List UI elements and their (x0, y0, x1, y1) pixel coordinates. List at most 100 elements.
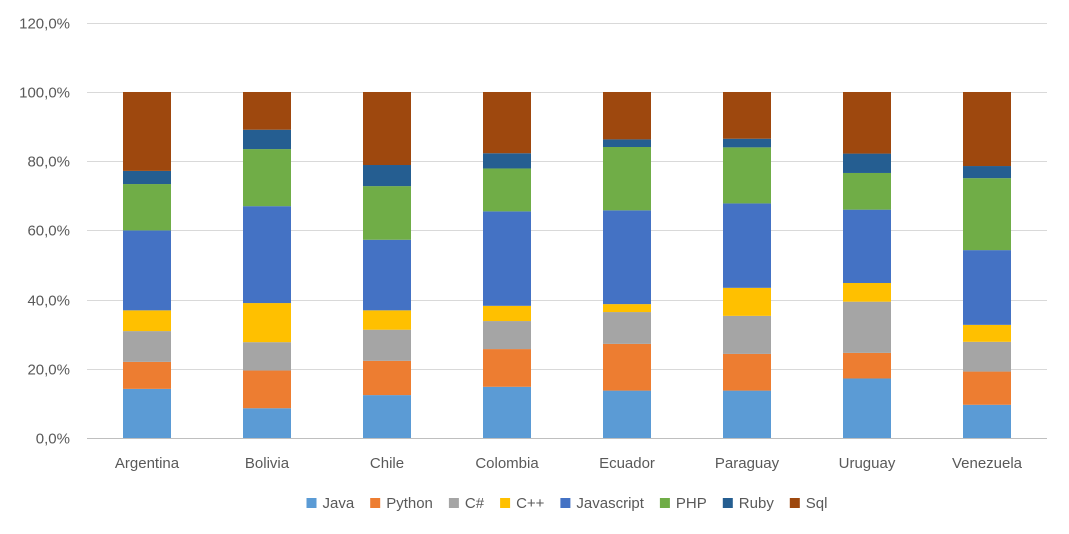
bar-stack-paraguay (723, 92, 771, 438)
y-tick-label: 60,0% (27, 223, 70, 240)
legend-swatch (722, 498, 733, 508)
bar-segment-javascript (963, 250, 1011, 325)
bar-segment-php (723, 147, 771, 204)
legend-swatch (448, 498, 459, 508)
bar-segment-php (603, 147, 651, 211)
bar-segment-c- (123, 310, 171, 332)
bar-segment-ruby (603, 139, 651, 148)
gridlines (87, 23, 1047, 439)
bar-segment-sql (243, 92, 291, 130)
bar-stack-chile (363, 92, 411, 438)
bar-segment-java (483, 386, 531, 438)
bar-stack-ecuador (603, 92, 651, 438)
legend-label: Java (323, 495, 355, 512)
bar-segment-java (843, 378, 891, 438)
bar-segment-python (603, 343, 651, 391)
x-category-label: Paraguay (715, 455, 780, 472)
legend-label: PHP (676, 495, 707, 512)
x-category-label: Bolivia (245, 455, 290, 472)
bar-segment-php (843, 172, 891, 210)
x-category-label: Uruguay (839, 455, 896, 472)
bar-segment-c- (363, 329, 411, 361)
bar-segment-c- (963, 341, 1011, 372)
bar-segment-javascript (483, 211, 531, 306)
legend-label: Python (386, 495, 433, 512)
bar-segment-c- (243, 342, 291, 371)
bar-stack-argentina (123, 92, 171, 438)
legend-swatch (560, 498, 571, 508)
bar-segment-python (723, 353, 771, 391)
y-tick-label: 120,0% (19, 16, 70, 33)
bar-segment-c- (243, 303, 291, 343)
bar-segment-python (483, 349, 531, 387)
legend-label: C++ (516, 495, 545, 512)
bar-segment-ruby (243, 129, 291, 150)
bar-segment-java (603, 390, 651, 438)
y-tick-label: 40,0% (27, 293, 70, 310)
bar-segment-ruby (123, 170, 171, 185)
bar-stack-venezuela (963, 92, 1011, 438)
bar-segment-sql (123, 92, 171, 171)
legend-label: Javascript (576, 495, 644, 512)
legend-swatch (789, 498, 800, 508)
bar-segment-c- (843, 282, 891, 302)
bar-segment-java (723, 390, 771, 438)
bar-segment-ruby (843, 153, 891, 173)
bar-segment-sql (843, 92, 891, 154)
y-tick-label: 100,0% (19, 85, 70, 102)
bar-segment-javascript (243, 206, 291, 304)
bar-segment-python (963, 371, 1011, 405)
legend-swatch (659, 498, 670, 508)
legend: Java Python C# C++ Javascript PHP Ruby Sql (306, 495, 827, 512)
bar-segment-c- (123, 331, 171, 362)
bar-segment-c- (483, 305, 531, 322)
bar-segment-java (963, 404, 1011, 438)
bar-segment-java (123, 388, 171, 438)
bar-segment-javascript (603, 210, 651, 305)
legend-item: Python (370, 495, 433, 512)
y-tick-label: 0,0% (36, 431, 70, 448)
bar-segment-c- (723, 315, 771, 354)
bar-segment-sql (483, 92, 531, 154)
bar-segment-javascript (123, 230, 171, 311)
bar-segment-java (363, 395, 411, 438)
bar-segment-c- (603, 312, 651, 344)
legend-swatch (306, 498, 317, 508)
bar-segment-sql (603, 92, 651, 140)
bar-segment-c- (843, 301, 891, 353)
bar-segment-php (123, 184, 171, 231)
x-axis-category-labels: Argentina Bolivia Chile Colombia Ecuador Para… (115, 455, 1023, 472)
bar-segment-python (843, 352, 891, 379)
bar-stack-bolivia (243, 92, 291, 438)
legend-label: Ruby (739, 495, 775, 512)
legend-item: C++ (500, 495, 545, 512)
bar-segment-php (483, 168, 531, 212)
bar-segment-javascript (363, 239, 411, 311)
x-category-label: Chile (370, 455, 404, 472)
bar-segment-ruby (963, 166, 1011, 179)
bar-stack-colombia (483, 92, 531, 438)
bar-segment-php (243, 149, 291, 207)
bar-segment-python (123, 361, 171, 389)
bars (123, 92, 1011, 438)
legend-item: Sql (789, 495, 827, 512)
bar-segment-python (243, 370, 291, 409)
bar-stack-uruguay (843, 92, 891, 438)
legend-label: C# (465, 495, 485, 512)
legend-item: C# (448, 495, 485, 512)
bar-segment-c- (963, 324, 1011, 342)
bar-segment-ruby (483, 153, 531, 169)
legend-item: Java (306, 495, 355, 512)
x-category-label: Argentina (115, 455, 180, 472)
bar-segment-c- (483, 321, 531, 350)
legend-item: PHP (659, 495, 707, 512)
bar-segment-php (363, 186, 411, 240)
y-tick-label: 80,0% (27, 154, 70, 171)
legend-swatch (370, 498, 381, 508)
legend-item: Javascript (560, 495, 645, 512)
bar-segment-php (963, 178, 1011, 251)
bar-segment-sql (363, 92, 411, 166)
bar-segment-sql (723, 92, 771, 139)
legend-swatch (500, 498, 511, 508)
